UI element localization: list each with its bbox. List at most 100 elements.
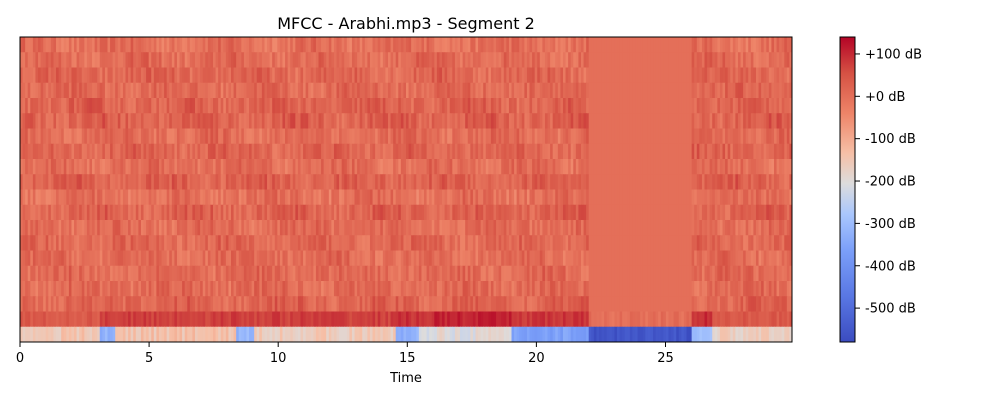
heatmap-cell (393, 281, 397, 297)
heatmap-cell (89, 220, 93, 236)
heatmap-cell (333, 204, 338, 221)
heatmap-cell (395, 98, 399, 114)
heatmap-cell (786, 37, 791, 53)
heatmap-cell (681, 82, 685, 99)
heatmap-cell (313, 265, 317, 282)
heatmap-cell (640, 220, 644, 236)
heatmap-cell (148, 204, 152, 221)
heatmap-cell (243, 128, 248, 145)
heatmap-cell (712, 265, 716, 282)
heatmap-cell (722, 204, 726, 221)
heatmap-cell (259, 82, 263, 99)
heatmap-cell (488, 37, 492, 53)
heatmap-cell (691, 159, 695, 175)
heatmap-cell (714, 174, 718, 191)
heatmap-cell (341, 250, 345, 267)
heatmap-cell (516, 189, 520, 206)
heatmap-cell (50, 189, 55, 206)
heatmap-cell (385, 37, 389, 53)
heatmap-cell (30, 98, 34, 114)
heatmap-cell (460, 82, 464, 99)
heatmap-cell (261, 189, 266, 206)
heatmap-cell (483, 52, 487, 69)
heatmap-cell (496, 159, 500, 175)
heatmap-cell (591, 37, 595, 53)
heatmap-cell (743, 128, 747, 145)
heatmap-cell (542, 37, 546, 53)
heatmap-cell (63, 159, 67, 175)
heatmap-cell (454, 37, 459, 53)
heatmap-cell (56, 82, 60, 99)
heatmap-cell (321, 250, 325, 267)
heatmap-cell (43, 128, 47, 145)
heatmap-cell (483, 265, 487, 282)
heatmap-cell (25, 204, 29, 221)
heatmap-cell (655, 250, 659, 267)
heatmap-cell (104, 113, 109, 130)
heatmap-cell (76, 113, 80, 130)
heatmap-cell (140, 189, 145, 206)
heatmap-cell (537, 220, 541, 236)
heatmap-cell (117, 235, 121, 252)
heatmap-cell (583, 204, 587, 221)
heatmap-cell (138, 128, 142, 145)
heatmap-cell (578, 82, 582, 99)
heatmap-cell (50, 235, 55, 252)
heatmap-cell (400, 67, 405, 84)
heatmap-cell (714, 189, 718, 206)
heatmap-cell (40, 128, 44, 145)
heatmap-cell (588, 235, 592, 252)
heatmap-cell (351, 143, 356, 160)
heatmap-cell (375, 174, 379, 191)
heatmap-cell (701, 82, 706, 99)
heatmap-cell (776, 220, 780, 236)
heatmap-cell (393, 220, 397, 236)
heatmap-cell (333, 235, 338, 252)
heatmap-cell (71, 204, 75, 221)
heatmap-cell (205, 159, 209, 175)
heatmap-cell (490, 159, 495, 175)
heatmap-cell (524, 143, 528, 160)
heatmap-cell (238, 128, 242, 145)
heatmap-cell (601, 52, 605, 69)
heatmap-cell (45, 37, 49, 53)
heatmap-cell (586, 250, 590, 267)
heatmap-cell (74, 67, 78, 84)
heatmap-cell (635, 159, 639, 175)
heatmap-cell (310, 82, 314, 99)
heatmap-cell (526, 113, 531, 130)
heatmap-cell (635, 128, 639, 145)
heatmap-cell (130, 143, 134, 160)
heatmap-cell (249, 189, 253, 206)
heatmap-cell (117, 37, 121, 53)
heatmap-cell (485, 37, 489, 53)
heatmap-cell (297, 174, 302, 191)
heatmap-cell (354, 220, 358, 236)
heatmap-cell (555, 128, 559, 145)
heatmap-cell (218, 189, 222, 206)
heatmap-cell (128, 52, 132, 69)
heatmap-cell (179, 265, 183, 282)
heatmap-cell (86, 52, 91, 69)
heatmap-cell (130, 281, 134, 297)
heatmap-cell (238, 159, 242, 175)
heatmap-cell (539, 37, 543, 53)
heatmap-cell (753, 265, 757, 282)
heatmap-cell (781, 220, 785, 236)
heatmap-cell (339, 174, 343, 191)
heatmap-cell (771, 265, 775, 282)
heatmap-cell (691, 113, 695, 130)
heatmap-cell (151, 204, 155, 221)
heatmap-cell (133, 281, 137, 297)
heatmap-cell (506, 250, 510, 267)
heatmap-cell (259, 113, 263, 130)
heatmap-cell (645, 189, 649, 206)
heatmap-cell (496, 235, 500, 252)
heatmap-cell (779, 159, 783, 175)
heatmap-cell (452, 159, 456, 175)
heatmap-cell (678, 128, 682, 145)
heatmap-cell (570, 67, 574, 84)
heatmap-cell (609, 37, 613, 53)
heatmap-cell (539, 220, 543, 236)
heatmap-cell (282, 265, 286, 282)
